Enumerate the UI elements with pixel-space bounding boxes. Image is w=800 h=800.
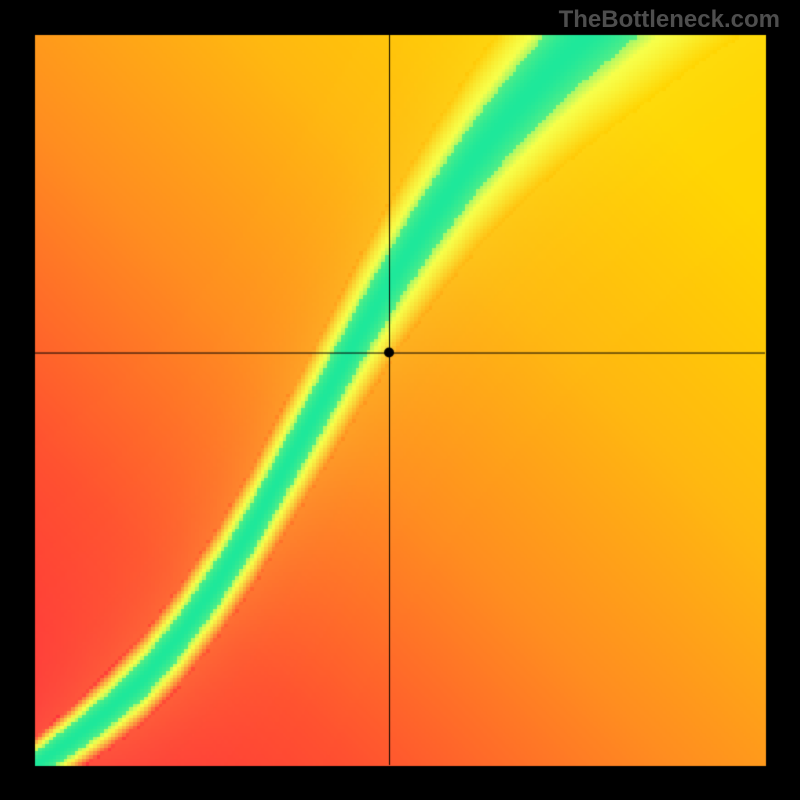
chart-container: TheBottleneck.com	[0, 0, 800, 800]
watermark-text: TheBottleneck.com	[559, 6, 780, 34]
heatmap-canvas	[0, 0, 800, 800]
